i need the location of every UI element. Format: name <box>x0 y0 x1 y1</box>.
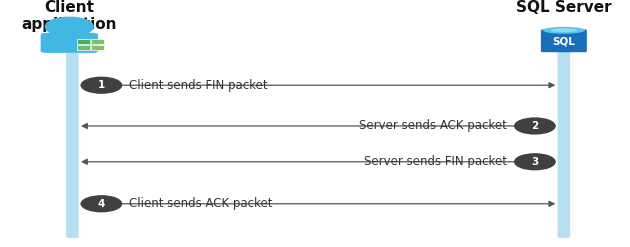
Text: Client
application: Client application <box>21 0 117 32</box>
Text: 2: 2 <box>531 121 539 131</box>
FancyBboxPatch shape <box>558 49 570 238</box>
Text: SQL: SQL <box>553 37 575 47</box>
Bar <box>91 45 103 50</box>
Text: SQL Server: SQL Server <box>516 0 612 15</box>
Bar <box>77 45 89 50</box>
Text: Client sends FIN packet: Client sends FIN packet <box>129 79 268 92</box>
Circle shape <box>45 17 93 36</box>
Circle shape <box>515 154 555 170</box>
Circle shape <box>515 118 555 134</box>
Text: Server sends FIN packet: Server sends FIN packet <box>364 155 507 168</box>
Text: Server sends ACK packet: Server sends ACK packet <box>359 120 507 132</box>
Bar <box>91 40 103 44</box>
Text: 4: 4 <box>98 199 105 209</box>
Ellipse shape <box>543 27 585 34</box>
Text: 1: 1 <box>98 80 105 90</box>
Text: Client sends ACK packet: Client sends ACK packet <box>129 197 273 210</box>
Ellipse shape <box>551 28 577 32</box>
Circle shape <box>81 196 122 212</box>
Circle shape <box>81 77 122 93</box>
Bar <box>77 40 89 44</box>
FancyBboxPatch shape <box>40 33 98 53</box>
FancyBboxPatch shape <box>66 49 79 238</box>
FancyBboxPatch shape <box>541 29 587 52</box>
Text: 3: 3 <box>531 157 539 167</box>
